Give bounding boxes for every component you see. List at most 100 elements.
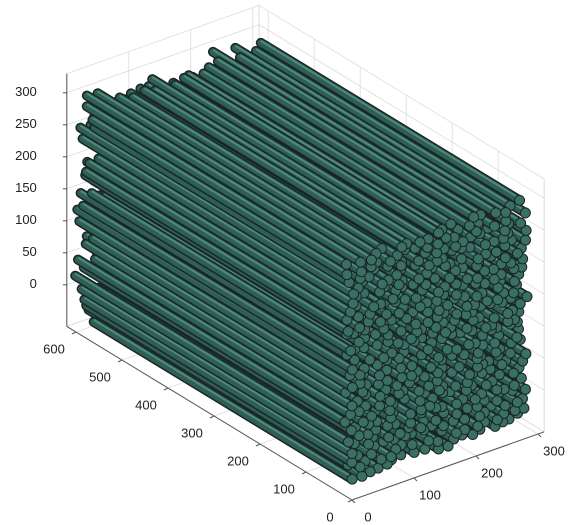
fiber-cap	[342, 270, 352, 280]
fiber-cap	[481, 380, 491, 390]
fiber-cap	[475, 411, 485, 421]
fiber-cap	[520, 384, 530, 394]
fiber-cap	[501, 207, 511, 217]
fiber-cap	[452, 344, 462, 354]
x-tick	[538, 434, 541, 437]
z-tick-label: 150	[15, 180, 37, 195]
fiber-cap	[492, 396, 502, 406]
fiber-cap	[341, 259, 351, 269]
fiber-cap	[415, 396, 425, 406]
fiber-cap	[375, 371, 385, 381]
fiber-cap	[414, 386, 424, 396]
fiber-cap	[414, 256, 424, 266]
z-tick-label: 250	[15, 116, 37, 131]
fiber-cap	[452, 409, 462, 419]
fiber-cap	[407, 440, 417, 450]
y-tick-label: 300	[181, 425, 203, 440]
fiber-cap	[426, 362, 436, 372]
fiber-cap	[366, 255, 376, 265]
fiber-cap	[346, 346, 356, 356]
y-tick	[302, 472, 306, 474]
fiber-cap	[433, 436, 443, 446]
z-tick-label: 300	[15, 84, 37, 99]
fiber-cap	[366, 449, 376, 459]
fibers	[75, 41, 532, 484]
x-tick	[476, 456, 479, 459]
fiber-cap	[464, 221, 474, 231]
chart: 0100200300010020030040050060005010015020…	[0, 0, 569, 525]
z-tick-label: 0	[30, 276, 37, 291]
fiber-cap	[512, 248, 522, 258]
y-tick	[256, 444, 260, 446]
fiber-cap	[462, 323, 472, 333]
fiber-cap	[473, 254, 483, 264]
fiber-cap	[379, 353, 389, 363]
fiber-cap	[415, 237, 425, 247]
fiber-cap	[462, 403, 472, 413]
fiber-cap	[411, 293, 421, 303]
x-tick	[352, 500, 355, 503]
fiber-cap	[492, 415, 502, 425]
fiber-cap	[385, 256, 395, 266]
fiber-cap	[490, 221, 500, 231]
fiber-cap	[509, 380, 519, 390]
fiber-cap	[356, 267, 366, 277]
fiber-cap	[505, 348, 515, 358]
fiber-cap	[434, 228, 444, 238]
y-tick	[118, 360, 122, 362]
fiber-cap	[395, 429, 405, 439]
fiber-cap	[396, 363, 406, 373]
fiber-cap	[509, 288, 519, 298]
fiber-cap	[377, 279, 387, 289]
fiber-cap	[472, 291, 482, 301]
fiber-cap	[489, 264, 499, 274]
x-tick-label: 200	[481, 465, 503, 480]
y-tick-label: 400	[135, 397, 157, 412]
fiber-cap	[432, 296, 442, 306]
fiber-cap	[512, 397, 522, 407]
fiber-cap	[407, 371, 417, 381]
fiber-cap	[424, 436, 434, 446]
fiber-cap	[347, 365, 357, 375]
fiber-cap	[452, 309, 462, 319]
fiber-cap	[393, 338, 403, 348]
fiber-cap	[480, 240, 490, 250]
y-tick	[164, 388, 168, 390]
z-tick-label: 100	[15, 212, 37, 227]
fiber-cap	[521, 349, 531, 359]
fiber-cap	[500, 253, 510, 263]
fiber-cap	[384, 432, 394, 442]
fiber-cap	[452, 399, 462, 409]
fiber-cap	[343, 437, 353, 447]
fiber-cap	[433, 239, 443, 249]
y-tick	[72, 332, 76, 334]
z-tick-label: 50	[22, 244, 36, 259]
fiber-cap	[443, 441, 453, 451]
fiber-cap	[493, 295, 503, 305]
fiber-cap	[491, 208, 501, 218]
fiber-cap	[451, 381, 461, 391]
fiber-cap	[396, 326, 406, 336]
fiber-cap	[503, 309, 513, 319]
fiber-cap	[454, 362, 464, 372]
y-tick-label: 100	[273, 481, 295, 496]
fiber-cap	[386, 452, 396, 462]
fiber-cap	[441, 327, 451, 337]
y-tick	[210, 416, 214, 418]
fiber-cap	[516, 218, 526, 228]
fiber-cap	[470, 394, 480, 404]
y-tick-label: 0	[326, 509, 333, 524]
fiber-cap	[400, 294, 410, 304]
fiber-cap	[494, 370, 504, 380]
fiber-cap	[489, 313, 499, 323]
fiber-cap	[397, 373, 407, 383]
y-tick	[348, 500, 352, 502]
fiber-cap	[375, 317, 385, 327]
fiber-cap	[451, 241, 461, 251]
fiber-cap	[397, 242, 407, 252]
fiber-cap	[424, 381, 434, 391]
fiber-cap	[452, 290, 462, 300]
fiber-cap	[473, 421, 483, 431]
fiber-cap	[522, 292, 532, 302]
fiber-cap	[375, 391, 385, 401]
